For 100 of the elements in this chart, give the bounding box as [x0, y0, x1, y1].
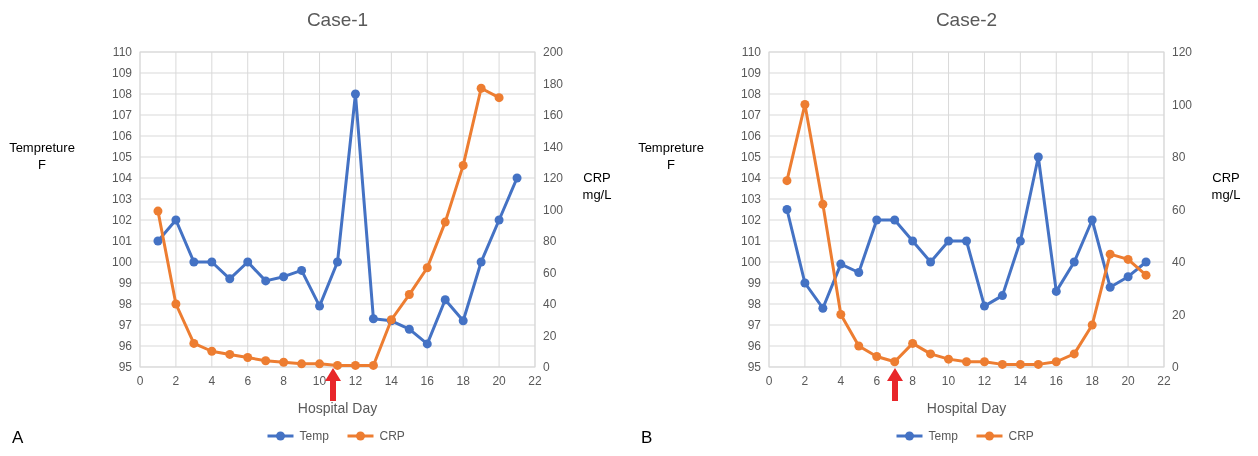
- y-tick-label: 110: [112, 45, 133, 60]
- point: [926, 257, 936, 267]
- y-tick-label: 100: [111, 255, 133, 270]
- point: [494, 93, 504, 103]
- y-tick-label: 97: [118, 318, 133, 333]
- point: [997, 291, 1007, 301]
- point: [800, 278, 810, 288]
- y2-tick-label: 100: [543, 202, 564, 217]
- x-tick-label: 6: [244, 374, 252, 388]
- y2-tick-label: 40: [543, 297, 557, 312]
- legend-label: CRP: [379, 429, 405, 444]
- y-tick-label: 102: [111, 213, 133, 228]
- point: [350, 360, 360, 370]
- point: [1033, 152, 1043, 162]
- y2-tick-label: 60: [543, 265, 557, 280]
- x-tick-label: 8: [280, 374, 288, 388]
- point: [836, 259, 846, 269]
- x-tick-label: 0: [136, 374, 144, 388]
- point: [1105, 249, 1115, 259]
- point: [979, 301, 989, 311]
- x-axis-title: Hospital Day: [297, 400, 378, 416]
- point: [1069, 257, 1079, 267]
- y-tick-label: 97: [747, 318, 762, 333]
- x-tick-label: 12: [348, 374, 363, 388]
- point: [261, 276, 271, 286]
- x-tick-label: 16: [420, 374, 435, 388]
- point: [458, 160, 468, 170]
- point: [1087, 320, 1097, 330]
- y2-tick-label: 20: [1172, 307, 1186, 322]
- point: [1141, 257, 1151, 267]
- point: [782, 205, 792, 214]
- x-tick-label: 12: [977, 374, 992, 388]
- x-tick-label: 20: [1121, 374, 1136, 388]
- y-tick-label: 106: [111, 129, 133, 144]
- y-tick-label: 103: [740, 192, 762, 207]
- point: [297, 359, 307, 369]
- text: A: [12, 428, 24, 447]
- y2-tick-label: 40: [1172, 255, 1186, 270]
- x-tick-label: 2: [801, 374, 809, 388]
- point: [261, 356, 271, 366]
- y2-tick-label: 0: [543, 360, 550, 375]
- x-tick-label: 4: [837, 374, 845, 388]
- point: [315, 301, 325, 311]
- point: [1033, 359, 1043, 369]
- y2-tick-label: 140: [543, 139, 564, 154]
- y2-tick-label: 120: [1172, 45, 1193, 60]
- point: [854, 341, 864, 351]
- x-tick-label: 8: [909, 374, 917, 388]
- x-tick-label: 16: [1049, 374, 1064, 388]
- y-tick-label: 100: [740, 255, 762, 270]
- y-tick-label: 107: [740, 108, 762, 123]
- point: [368, 360, 378, 370]
- y-tick-label: 96: [747, 339, 762, 354]
- point: [297, 265, 307, 275]
- point: [422, 263, 432, 273]
- y-tick-label: 95: [747, 360, 762, 375]
- y-tick-label: 99: [747, 276, 762, 291]
- point: [1051, 286, 1061, 296]
- x-tick-label: 14: [384, 374, 399, 388]
- point: [944, 236, 954, 246]
- y2-axis-title: CRP mg/L: [1211, 170, 1241, 202]
- point: [207, 257, 217, 267]
- chart-title: Case-2: [935, 9, 998, 30]
- x-tick-label: 4: [208, 374, 216, 388]
- point: [368, 314, 378, 324]
- point: [872, 215, 882, 225]
- point: [1015, 359, 1025, 369]
- chart-title: Case-1: [306, 9, 369, 30]
- point: [818, 303, 828, 313]
- point: [854, 268, 864, 277]
- y-tick-label: 103: [111, 192, 133, 207]
- y2-tick-label: 80: [1172, 150, 1186, 165]
- point: [243, 257, 253, 267]
- point: [782, 176, 792, 186]
- y-tick-label: 110: [741, 45, 762, 60]
- point: [243, 353, 253, 363]
- point: [333, 360, 342, 370]
- x-tick-label: 2: [172, 374, 180, 388]
- point: [440, 217, 450, 227]
- point: [1123, 254, 1133, 264]
- x-tick-label: 22: [1157, 374, 1171, 388]
- point: [908, 338, 918, 348]
- point: [908, 236, 918, 246]
- point: [872, 352, 882, 361]
- point: [494, 215, 504, 225]
- x-tick-label: 18: [456, 374, 471, 388]
- y-tick-label: 98: [747, 297, 762, 312]
- point: [512, 173, 522, 183]
- point: [153, 206, 163, 216]
- x-axis-title: Hospital Day: [926, 400, 1007, 416]
- point: [315, 359, 325, 369]
- point: [422, 339, 432, 349]
- point: [476, 257, 486, 267]
- y-axis-title: Tempreture F: [9, 140, 75, 172]
- x-tick-label: 22: [528, 374, 542, 388]
- point: [279, 272, 289, 282]
- y-tick-label: 102: [740, 213, 762, 228]
- point: [440, 295, 450, 305]
- point: [1051, 357, 1061, 367]
- point: [207, 346, 217, 356]
